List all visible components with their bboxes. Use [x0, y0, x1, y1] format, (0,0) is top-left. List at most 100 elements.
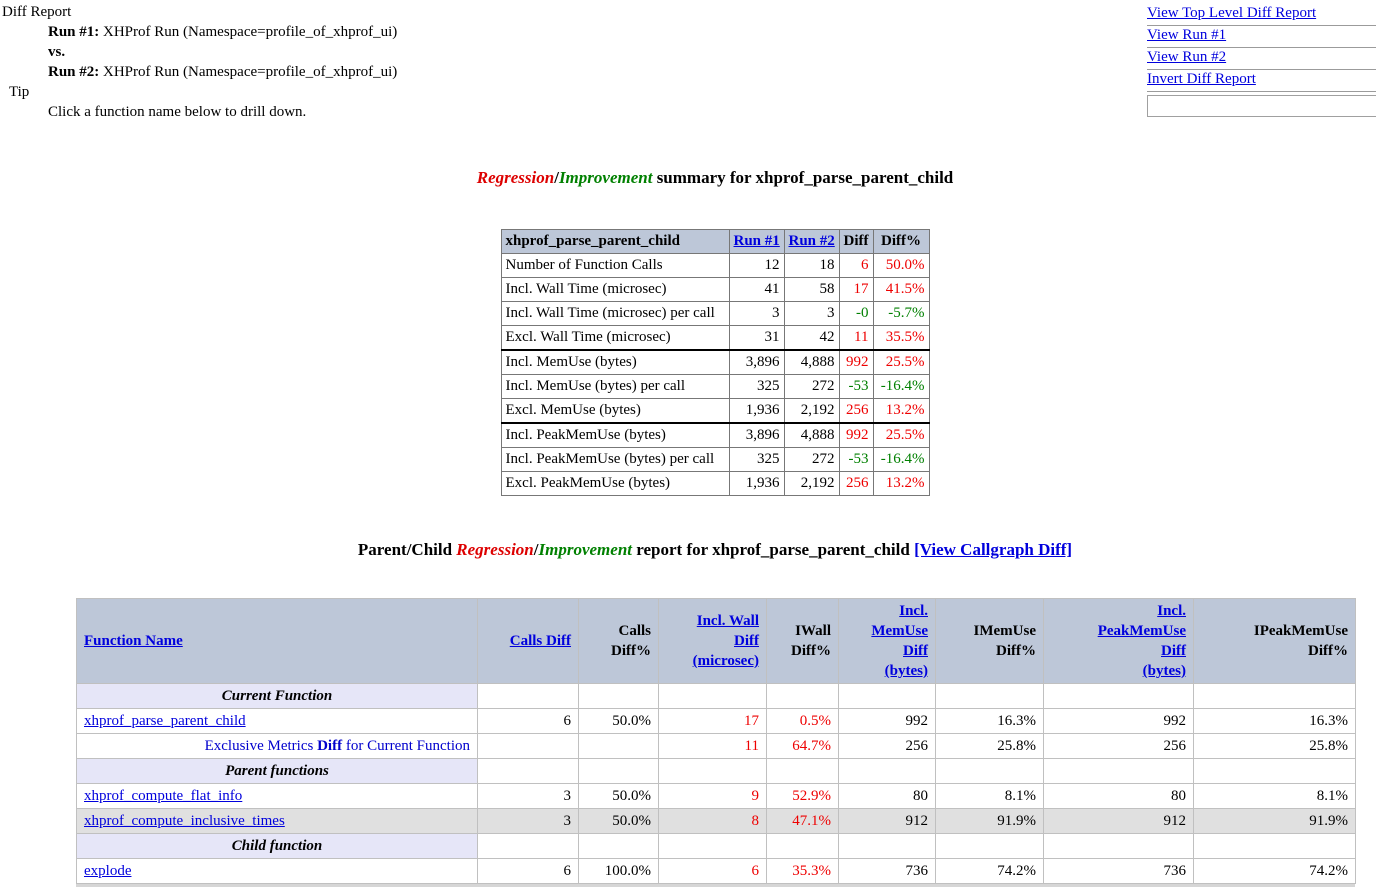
- sort-column-link[interactable]: Calls Diff: [509, 633, 571, 649]
- nav-links: View Top Level Diff Report View Run #1 V…: [1147, 4, 1376, 117]
- report-table: Function Name Calls Diff Calls Diff% Incl. W…: [76, 598, 1356, 884]
- value-cell: 17: [658, 708, 767, 734]
- view-run1-link[interactable]: View Run #1: [1147, 27, 1227, 43]
- diff-value: 17: [838, 277, 874, 302]
- run2-value: XHProf Run (Namespace=profile_of_xhprof_…: [103, 64, 398, 80]
- next-row-cut-strip: [76, 884, 1355, 887]
- report-info: Diff Report Run #1: XHProf Run (Namespac…: [0, 0, 1376, 122]
- report-column-header: IMemUse Diff%: [935, 598, 1044, 684]
- empty-cell: [838, 683, 936, 709]
- summary-col-diff: Diff: [838, 229, 874, 254]
- value-cell: 100.0%: [578, 858, 659, 884]
- empty-cell: [838, 758, 936, 784]
- function-link[interactable]: xhprof_parse_parent_child: [84, 712, 246, 729]
- report-column-header: Function Name: [76, 598, 478, 684]
- diff-word: Diff: [317, 737, 343, 754]
- diff-report-label: Diff Report: [2, 4, 72, 20]
- run2-value: 4,888: [783, 422, 840, 448]
- empty-cell: [1043, 683, 1194, 709]
- empty-cell: [1043, 758, 1194, 784]
- sort-column-link[interactable]: Incl. MemUse Diff (bytes): [871, 603, 928, 679]
- value-cell: 992: [1043, 708, 1194, 734]
- empty-cell: [477, 833, 579, 859]
- empty-cell: [935, 683, 1044, 709]
- summary-row: Excl. PeakMemUse (bytes) 1,936 2,192 256 13.…: [500, 471, 930, 496]
- run2-value: 2,192: [783, 398, 840, 424]
- run2-sort-link[interactable]: Run #2: [788, 233, 835, 249]
- empty-cell: [658, 758, 767, 784]
- value-cell: 6: [658, 858, 767, 884]
- report-column-header: IWall Diff%: [766, 598, 839, 684]
- value-cell: 35.3%: [766, 858, 839, 884]
- metric-label: Excl. Wall Time (microsec): [500, 325, 730, 351]
- metric-label: Incl. PeakMemUse (bytes): [500, 422, 730, 448]
- value-cell: 3: [477, 783, 579, 809]
- run1-value: XHProf Run (Namespace=profile_of_xhprof_…: [103, 24, 398, 40]
- sort-column-link[interactable]: Incl. Wall Diff (microsec): [692, 613, 759, 669]
- diff-pct-value: 25.5%: [872, 349, 930, 375]
- summary-col-diff-pct: Diff%: [872, 229, 930, 254]
- run1-value: 12: [728, 253, 785, 278]
- metric-label: Incl. MemUse (bytes) per call: [500, 374, 730, 399]
- sort-column-link[interactable]: Function Name: [84, 633, 183, 649]
- section-label: Parent functions: [76, 758, 478, 784]
- summary-row: Incl. PeakMemUse (bytes) per call 325 272-…: [500, 447, 930, 472]
- diff-pct-value: 41.5%: [872, 277, 930, 302]
- run1-value: 31: [728, 325, 785, 351]
- diff-pct-value: -16.4%: [872, 374, 930, 399]
- empty-cell: [477, 683, 579, 709]
- empty-cell: [1193, 683, 1356, 709]
- diff-value: -0: [838, 301, 874, 326]
- run2-value: 4,888: [783, 349, 840, 375]
- title-slash: /: [533, 540, 539, 559]
- nav-item: View Run #2: [1147, 48, 1376, 70]
- empty-cell: [935, 758, 1044, 784]
- value-cell: 74.2%: [1193, 858, 1356, 884]
- function-link[interactable]: xhprof_compute_flat_info: [84, 787, 243, 804]
- section-row: Parent functions: [76, 758, 1356, 784]
- view-callgraph-diff-link[interactable]: [View Callgraph Diff]: [914, 540, 1073, 559]
- value-cell: 25.8%: [935, 733, 1044, 759]
- summary-table: xhprof_parse_parent_child Run #1 Run #2 …: [500, 229, 930, 496]
- value-cell: 16.3%: [1193, 708, 1356, 734]
- value-cell: 256: [1043, 733, 1194, 759]
- diff-pct-value: 25.5%: [872, 422, 930, 448]
- metric-label: Excl. MemUse (bytes): [500, 398, 730, 424]
- diff-value: -53: [838, 374, 874, 399]
- value-cell: 6: [477, 708, 579, 734]
- run1-sort-link[interactable]: Run #1: [733, 233, 780, 249]
- run2-value: 18: [783, 253, 840, 278]
- view-run2-link[interactable]: View Run #2: [1147, 49, 1227, 65]
- sort-column-link[interactable]: Incl. PeakMemUse Diff (bytes): [1097, 603, 1186, 679]
- nav-text-input[interactable]: [1147, 95, 1376, 117]
- function-name-cell: xhprof_compute_inclusive_times: [76, 808, 478, 834]
- regression-word: Regression: [476, 168, 555, 187]
- value-cell: 50.0%: [578, 783, 659, 809]
- empty-cell: [1193, 833, 1356, 859]
- empty-cell: [766, 758, 839, 784]
- value-cell: 91.9%: [1193, 808, 1356, 834]
- run2-value: 272: [783, 447, 840, 472]
- empty-cell: [477, 758, 579, 784]
- diff-value: 992: [838, 349, 874, 375]
- run1-label: Run #1:: [48, 24, 100, 40]
- value-cell: 0.5%: [766, 708, 839, 734]
- tip-label: Tip: [9, 84, 30, 100]
- empty-cell: [658, 683, 767, 709]
- invert-diff-report-link[interactable]: Invert Diff Report: [1147, 71, 1256, 87]
- view-top-level-diff-report-link[interactable]: View Top Level Diff Report: [1147, 5, 1317, 21]
- metric-label: Excl. PeakMemUse (bytes): [500, 471, 730, 496]
- summary-table-body: Number of Function Calls 12 18 6 50.0% Incl. …: [500, 253, 930, 496]
- value-cell: 736: [838, 858, 936, 884]
- function-row: xhprof_compute_flat_info 3 50.0% 9 52.9% 80 8.…: [76, 783, 1356, 809]
- value-cell: 256: [838, 733, 936, 759]
- function-link[interactable]: explode: [84, 862, 132, 879]
- function-link[interactable]: xhprof_compute_inclusive_times: [84, 812, 285, 829]
- value-cell: 47.1%: [766, 808, 839, 834]
- summary-row: Incl. Wall Time (microsec) per call 3 3 -0-…: [500, 301, 930, 326]
- exclusive-label-part: for Current Function: [342, 737, 470, 754]
- section-row: Current Function: [76, 683, 1356, 709]
- function-name-cell: xhprof_parse_parent_child: [76, 708, 478, 734]
- diff-pct-value: -16.4%: [872, 447, 930, 472]
- summary-row: Incl. MemUse (bytes) 3,896 4,888 992 25.5%: [500, 349, 930, 375]
